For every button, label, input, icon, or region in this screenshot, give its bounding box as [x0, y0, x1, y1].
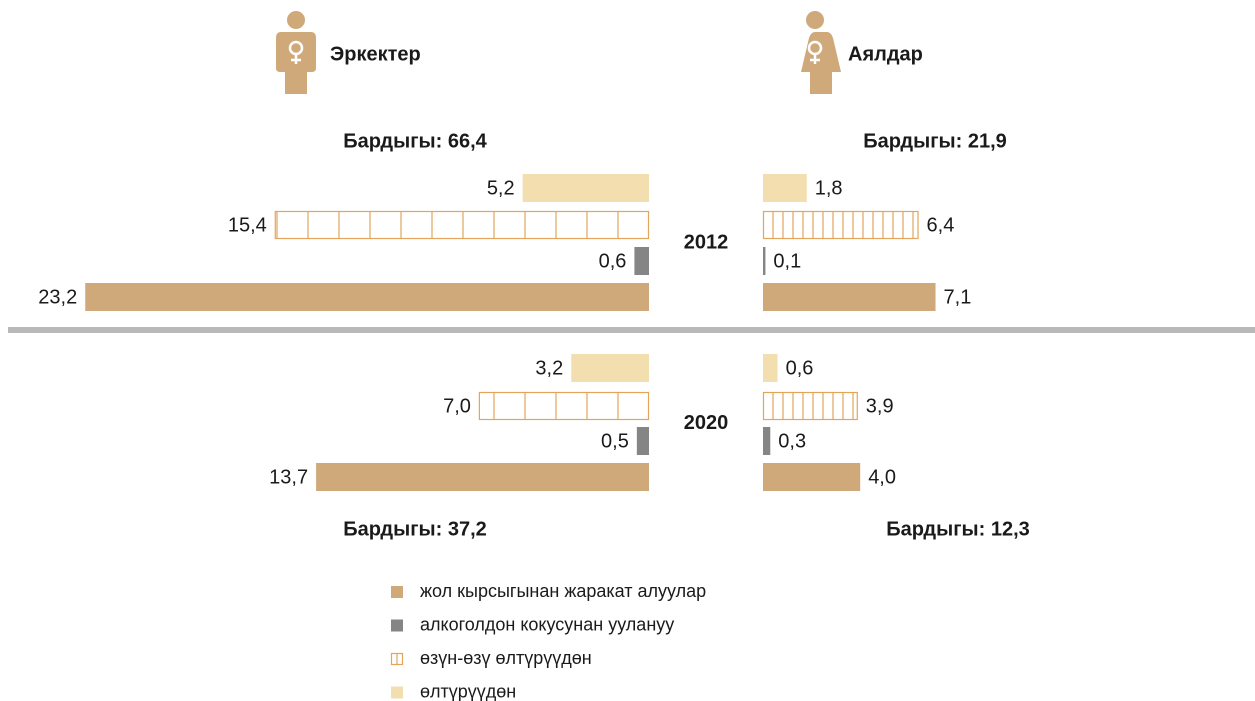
bar [763, 283, 936, 311]
bar [316, 463, 649, 491]
total-label: Бардыгы: 21,9 [863, 130, 1007, 152]
value-label: 3,2 [535, 357, 563, 379]
bar [763, 354, 778, 382]
bar [478, 391, 650, 421]
bar [763, 247, 766, 275]
bar-outline [762, 391, 858, 421]
value-label: 15,4 [228, 214, 267, 236]
value-label: 7,0 [443, 395, 471, 417]
value-label: 0,6 [599, 250, 627, 272]
legend-swatch [391, 619, 403, 632]
bar [634, 247, 649, 275]
legend-label: өлтүрүүдөн [420, 681, 516, 701]
bar-outline [274, 210, 650, 240]
bar [571, 354, 649, 382]
male-icon [276, 11, 316, 94]
bar [762, 210, 919, 240]
bar [522, 174, 649, 202]
side-label: Аялдар [848, 43, 923, 65]
value-label: 5,2 [487, 177, 515, 199]
legend-swatch [391, 586, 403, 598]
value-label: 6,4 [927, 214, 955, 236]
legend-label: өзүн-өзү өлтүрүүдөн [420, 648, 592, 668]
value-label: 13,7 [269, 466, 308, 488]
separator [8, 327, 1255, 333]
year-label: 2012 [684, 231, 729, 253]
value-label: 4,0 [868, 466, 896, 488]
legend-swatch [391, 686, 403, 699]
bar [636, 427, 649, 455]
total-label: Бардыгы: 37,2 [343, 518, 487, 540]
value-label: 0,1 [773, 250, 801, 272]
total-label: Бардыгы: 66,4 [343, 130, 487, 152]
bar-outline [478, 391, 650, 421]
side-label: Эркектер [330, 43, 421, 65]
value-label: 3,9 [866, 395, 894, 417]
value-label: 0,6 [786, 357, 814, 379]
bar [274, 210, 650, 240]
value-label: 0,3 [778, 430, 806, 452]
value-label: 1,8 [815, 177, 843, 199]
bar [763, 463, 861, 491]
legend-label: жол кырсыгынан жаракат алуулар [420, 581, 706, 601]
value-label: 7,1 [944, 286, 972, 308]
bar [763, 427, 771, 455]
value-label: 23,2 [38, 286, 77, 308]
legend-label: алкоголдон кокусунан уулануу [420, 614, 674, 634]
year-label: 2020 [684, 412, 729, 434]
female-icon [801, 11, 841, 94]
bar [762, 391, 858, 421]
bar [85, 283, 650, 311]
bar-outline [762, 210, 919, 240]
bar [763, 174, 807, 202]
value-label: 0,5 [601, 430, 629, 452]
total-label: Бардыгы: 12,3 [886, 518, 1030, 540]
